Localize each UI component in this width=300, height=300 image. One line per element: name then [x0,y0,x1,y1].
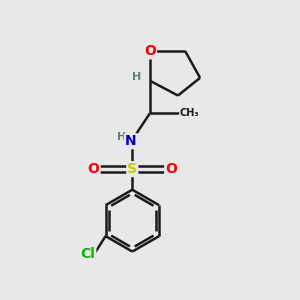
Text: H: H [132,72,141,82]
Text: O: O [88,162,99,176]
Text: CH₃: CH₃ [180,108,200,118]
Text: N: N [125,134,137,148]
Text: Cl: Cl [80,247,95,261]
Text: H: H [117,132,127,142]
Text: O: O [144,44,156,58]
Text: O: O [165,162,177,176]
Text: S: S [127,162,137,176]
